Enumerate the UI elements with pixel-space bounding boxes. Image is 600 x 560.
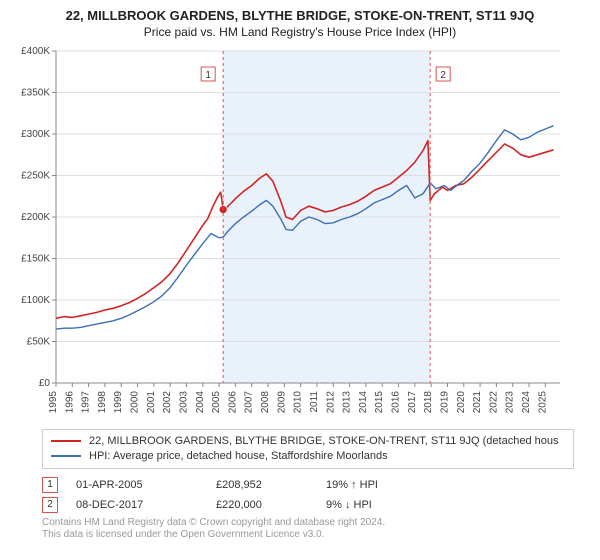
chart-area: £0 £50K £100K £150K £200K £250K £300K £350K £400… (10, 43, 580, 423)
event-marker-date: 08-DEC-2017 (76, 499, 216, 511)
svg-text:2008: 2008 (260, 391, 271, 414)
svg-text:£350K: £350K (21, 88, 50, 99)
legend-swatch (51, 440, 81, 442)
svg-text:2016: 2016 (391, 391, 402, 414)
svg-text:2013: 2013 (342, 391, 353, 414)
chart-title: 22, MILLBROOK GARDENS, BLYTHE BRIDGE, ST… (0, 0, 600, 23)
event-marker-price: £220,000 (216, 499, 326, 511)
svg-text:1999: 1999 (113, 391, 124, 414)
svg-text:2011: 2011 (309, 391, 320, 413)
svg-text:2009: 2009 (276, 391, 287, 414)
event-marker-price: £208,952 (216, 479, 326, 491)
svg-text:£400K: £400K (21, 46, 50, 57)
svg-text:£0: £0 (39, 378, 51, 389)
svg-text:£250K: £250K (21, 171, 50, 182)
svg-text:£100K: £100K (21, 295, 50, 306)
svg-text:2002: 2002 (162, 391, 173, 414)
svg-text:2006: 2006 (227, 391, 238, 414)
svg-text:2023: 2023 (505, 391, 516, 414)
legend-row: 22, MILLBROOK GARDENS, BLYTHE BRIDGE, ST… (51, 434, 565, 449)
svg-text:2025: 2025 (537, 391, 548, 414)
event-marker-badge: 2 (42, 497, 58, 513)
svg-text:1: 1 (205, 70, 211, 81)
footer-line: Contains HM Land Registry data © Crown c… (42, 517, 574, 530)
svg-text:2015: 2015 (374, 391, 385, 414)
svg-text:2005: 2005 (211, 391, 222, 414)
svg-text:£200K: £200K (21, 212, 50, 223)
svg-text:2007: 2007 (244, 391, 255, 414)
svg-text:1998: 1998 (97, 391, 108, 414)
event-markers-table: 1 01-APR-2005£208,95219% ↑ HPI 2 08-DEC-201… (42, 477, 574, 513)
svg-text:2000: 2000 (130, 391, 141, 414)
svg-text:2014: 2014 (358, 391, 369, 414)
svg-text:1995: 1995 (48, 391, 59, 414)
svg-text:2024: 2024 (521, 391, 532, 414)
footer-line: This data is licensed under the Open Gov… (42, 529, 574, 542)
svg-text:2018: 2018 (423, 391, 434, 414)
svg-text:2012: 2012 (325, 391, 336, 414)
event-marker-row: 2 08-DEC-2017£220,0009% ↓ HPI (42, 497, 574, 513)
legend-label: 22, MILLBROOK GARDENS, BLYTHE BRIDGE, ST… (89, 434, 558, 449)
event-marker-date: 01-APR-2005 (76, 479, 216, 491)
svg-text:£50K: £50K (27, 337, 51, 348)
svg-text:2001: 2001 (146, 391, 157, 414)
svg-text:2021: 2021 (472, 391, 483, 414)
svg-text:1996: 1996 (64, 391, 75, 414)
legend: 22, MILLBROOK GARDENS, BLYTHE BRIDGE, ST… (42, 429, 574, 469)
svg-text:2010: 2010 (293, 391, 304, 414)
event-marker-delta: 9% ↓ HPI (326, 499, 436, 511)
attribution-footer: Contains HM Land Registry data © Crown c… (42, 517, 574, 542)
svg-text:2004: 2004 (195, 391, 206, 414)
svg-text:£300K: £300K (21, 129, 50, 140)
legend-label: HPI: Average price, detached house, Staf… (89, 449, 388, 464)
legend-swatch (51, 455, 81, 457)
svg-text:2020: 2020 (456, 391, 467, 414)
svg-text:1997: 1997 (81, 391, 92, 414)
svg-text:2019: 2019 (439, 391, 450, 414)
event-marker-delta: 19% ↑ HPI (326, 479, 436, 491)
event-marker-badge: 1 (42, 477, 58, 493)
svg-text:2017: 2017 (407, 391, 418, 414)
chart-subtitle: Price paid vs. HM Land Registry's House … (0, 23, 600, 43)
svg-text:2022: 2022 (488, 391, 499, 414)
line-chart-svg: £0 £50K £100K £150K £200K £250K £300K £350K £400… (10, 43, 580, 423)
svg-text:£150K: £150K (21, 254, 50, 265)
legend-row: HPI: Average price, detached house, Staf… (51, 449, 565, 464)
svg-text:2003: 2003 (178, 391, 189, 414)
svg-text:2: 2 (440, 70, 446, 81)
event-marker-row: 1 01-APR-2005£208,95219% ↑ HPI (42, 477, 574, 493)
